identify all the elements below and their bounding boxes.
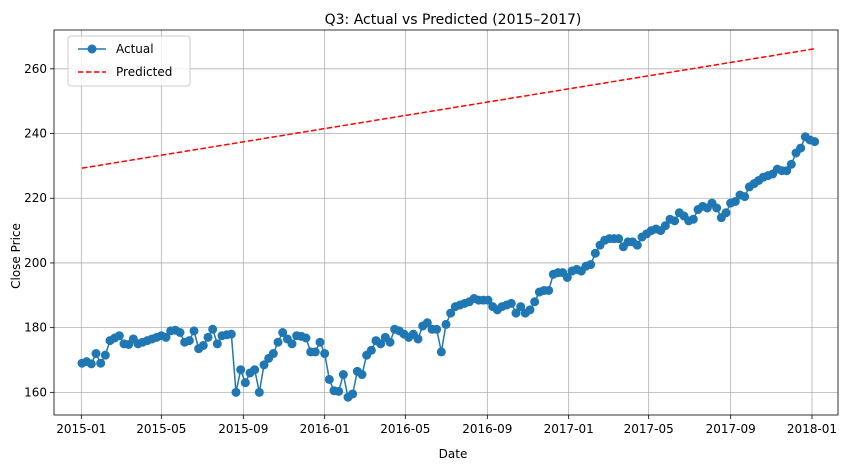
chart-title: Q3: Actual vs Predicted (2015–2017) bbox=[325, 12, 582, 28]
x-tick-label: 2017-05 bbox=[624, 422, 674, 436]
y-tick-label: 200 bbox=[24, 256, 47, 270]
actual-point bbox=[525, 305, 535, 315]
actual-point bbox=[614, 234, 624, 244]
plot-frame bbox=[53, 29, 839, 416]
actual-point bbox=[273, 337, 283, 347]
x-axis-label: Date bbox=[439, 447, 468, 461]
x-axis: 2015-01 2015-05 2015-09 2016-01 2016-05 2016-… bbox=[56, 415, 837, 436]
actual-point bbox=[212, 339, 222, 349]
x-tick-label: 2015-09 bbox=[218, 422, 268, 436]
actual-point bbox=[236, 365, 246, 375]
actual-point bbox=[161, 332, 171, 342]
actual-point bbox=[436, 347, 446, 357]
actual-point bbox=[441, 319, 451, 329]
actual-point bbox=[231, 387, 241, 397]
actual-point bbox=[203, 332, 213, 342]
actual-point bbox=[184, 336, 194, 346]
actual-point bbox=[278, 328, 288, 337]
actual-point bbox=[287, 339, 297, 349]
actual-point bbox=[511, 308, 521, 318]
actual-point bbox=[712, 203, 722, 213]
actual-point bbox=[586, 260, 596, 270]
actual-point bbox=[250, 365, 260, 375]
legend-actual-marker bbox=[87, 44, 97, 54]
x-tick-label: 2015-05 bbox=[136, 422, 186, 436]
actual-point bbox=[810, 137, 820, 147]
y-tick-label: 180 bbox=[24, 321, 47, 335]
y-tick-label: 160 bbox=[24, 385, 47, 399]
actual-point bbox=[320, 349, 330, 359]
actual-point bbox=[796, 143, 806, 153]
actual-point bbox=[91, 349, 101, 359]
actual-point bbox=[301, 333, 311, 343]
x-tick-label: 2016-09 bbox=[462, 422, 512, 436]
y-tick-label: 260 bbox=[24, 62, 47, 76]
actual-point bbox=[730, 196, 740, 206]
actual-point bbox=[208, 324, 218, 334]
actual-point bbox=[334, 386, 344, 396]
actual-point bbox=[254, 387, 264, 397]
x-tick-label: 2017-09 bbox=[706, 422, 756, 436]
actual-point bbox=[338, 370, 348, 380]
x-tick-label: 2016-05 bbox=[380, 422, 430, 436]
actual-point bbox=[530, 297, 540, 307]
legend-predicted-label: Predicted bbox=[116, 65, 172, 79]
actual-point bbox=[114, 331, 124, 341]
actual-point bbox=[432, 324, 442, 334]
actual-point bbox=[96, 358, 106, 368]
actual-point bbox=[786, 159, 796, 169]
actual-point bbox=[175, 328, 185, 337]
actual-point bbox=[259, 360, 269, 370]
x-tick-label: 2017-01 bbox=[544, 422, 594, 436]
actual-point bbox=[422, 318, 432, 328]
y-tick-label: 240 bbox=[24, 127, 47, 141]
actual-point bbox=[324, 374, 334, 384]
actual-point bbox=[670, 216, 680, 226]
actual-point bbox=[198, 340, 208, 350]
legend-actual-label: Actual bbox=[116, 42, 154, 56]
actual-point bbox=[721, 208, 731, 218]
x-tick-label: 2018-01 bbox=[787, 422, 837, 436]
actual-point bbox=[268, 349, 278, 359]
series-layer bbox=[77, 48, 820, 402]
actual-point bbox=[506, 298, 516, 308]
actual-point bbox=[315, 337, 325, 347]
actual-point bbox=[366, 345, 376, 355]
predicted-series-line bbox=[81, 48, 815, 169]
actual-point bbox=[385, 337, 395, 347]
y-axis: 160 180 200 220 240 260 bbox=[24, 62, 54, 399]
y-tick-label: 220 bbox=[24, 191, 47, 205]
actual-point bbox=[483, 295, 493, 305]
x-tick-label: 2015-01 bbox=[56, 422, 106, 436]
legend: Actual Predicted bbox=[67, 35, 191, 87]
actual-point bbox=[310, 347, 320, 357]
y-axis-label: Close Price bbox=[9, 223, 23, 289]
actual-point bbox=[240, 378, 250, 388]
actual-point bbox=[544, 285, 554, 295]
actual-point bbox=[226, 329, 236, 339]
actual-point bbox=[516, 302, 526, 312]
x-tick-label: 2016-01 bbox=[300, 422, 350, 436]
actual-point bbox=[782, 166, 792, 176]
actual-point bbox=[740, 192, 750, 202]
actual-point bbox=[100, 350, 110, 360]
actual-point bbox=[590, 248, 600, 258]
actual-point bbox=[348, 389, 358, 399]
actual-point bbox=[86, 359, 96, 369]
actual-point bbox=[189, 326, 199, 336]
actual-point bbox=[660, 221, 670, 231]
actual-point bbox=[376, 339, 386, 349]
actual-point bbox=[357, 370, 367, 380]
actual-point bbox=[632, 240, 642, 250]
actual-point bbox=[688, 214, 698, 224]
actual-point bbox=[562, 273, 572, 282]
actual-point bbox=[413, 334, 423, 344]
actual-point bbox=[446, 308, 456, 318]
